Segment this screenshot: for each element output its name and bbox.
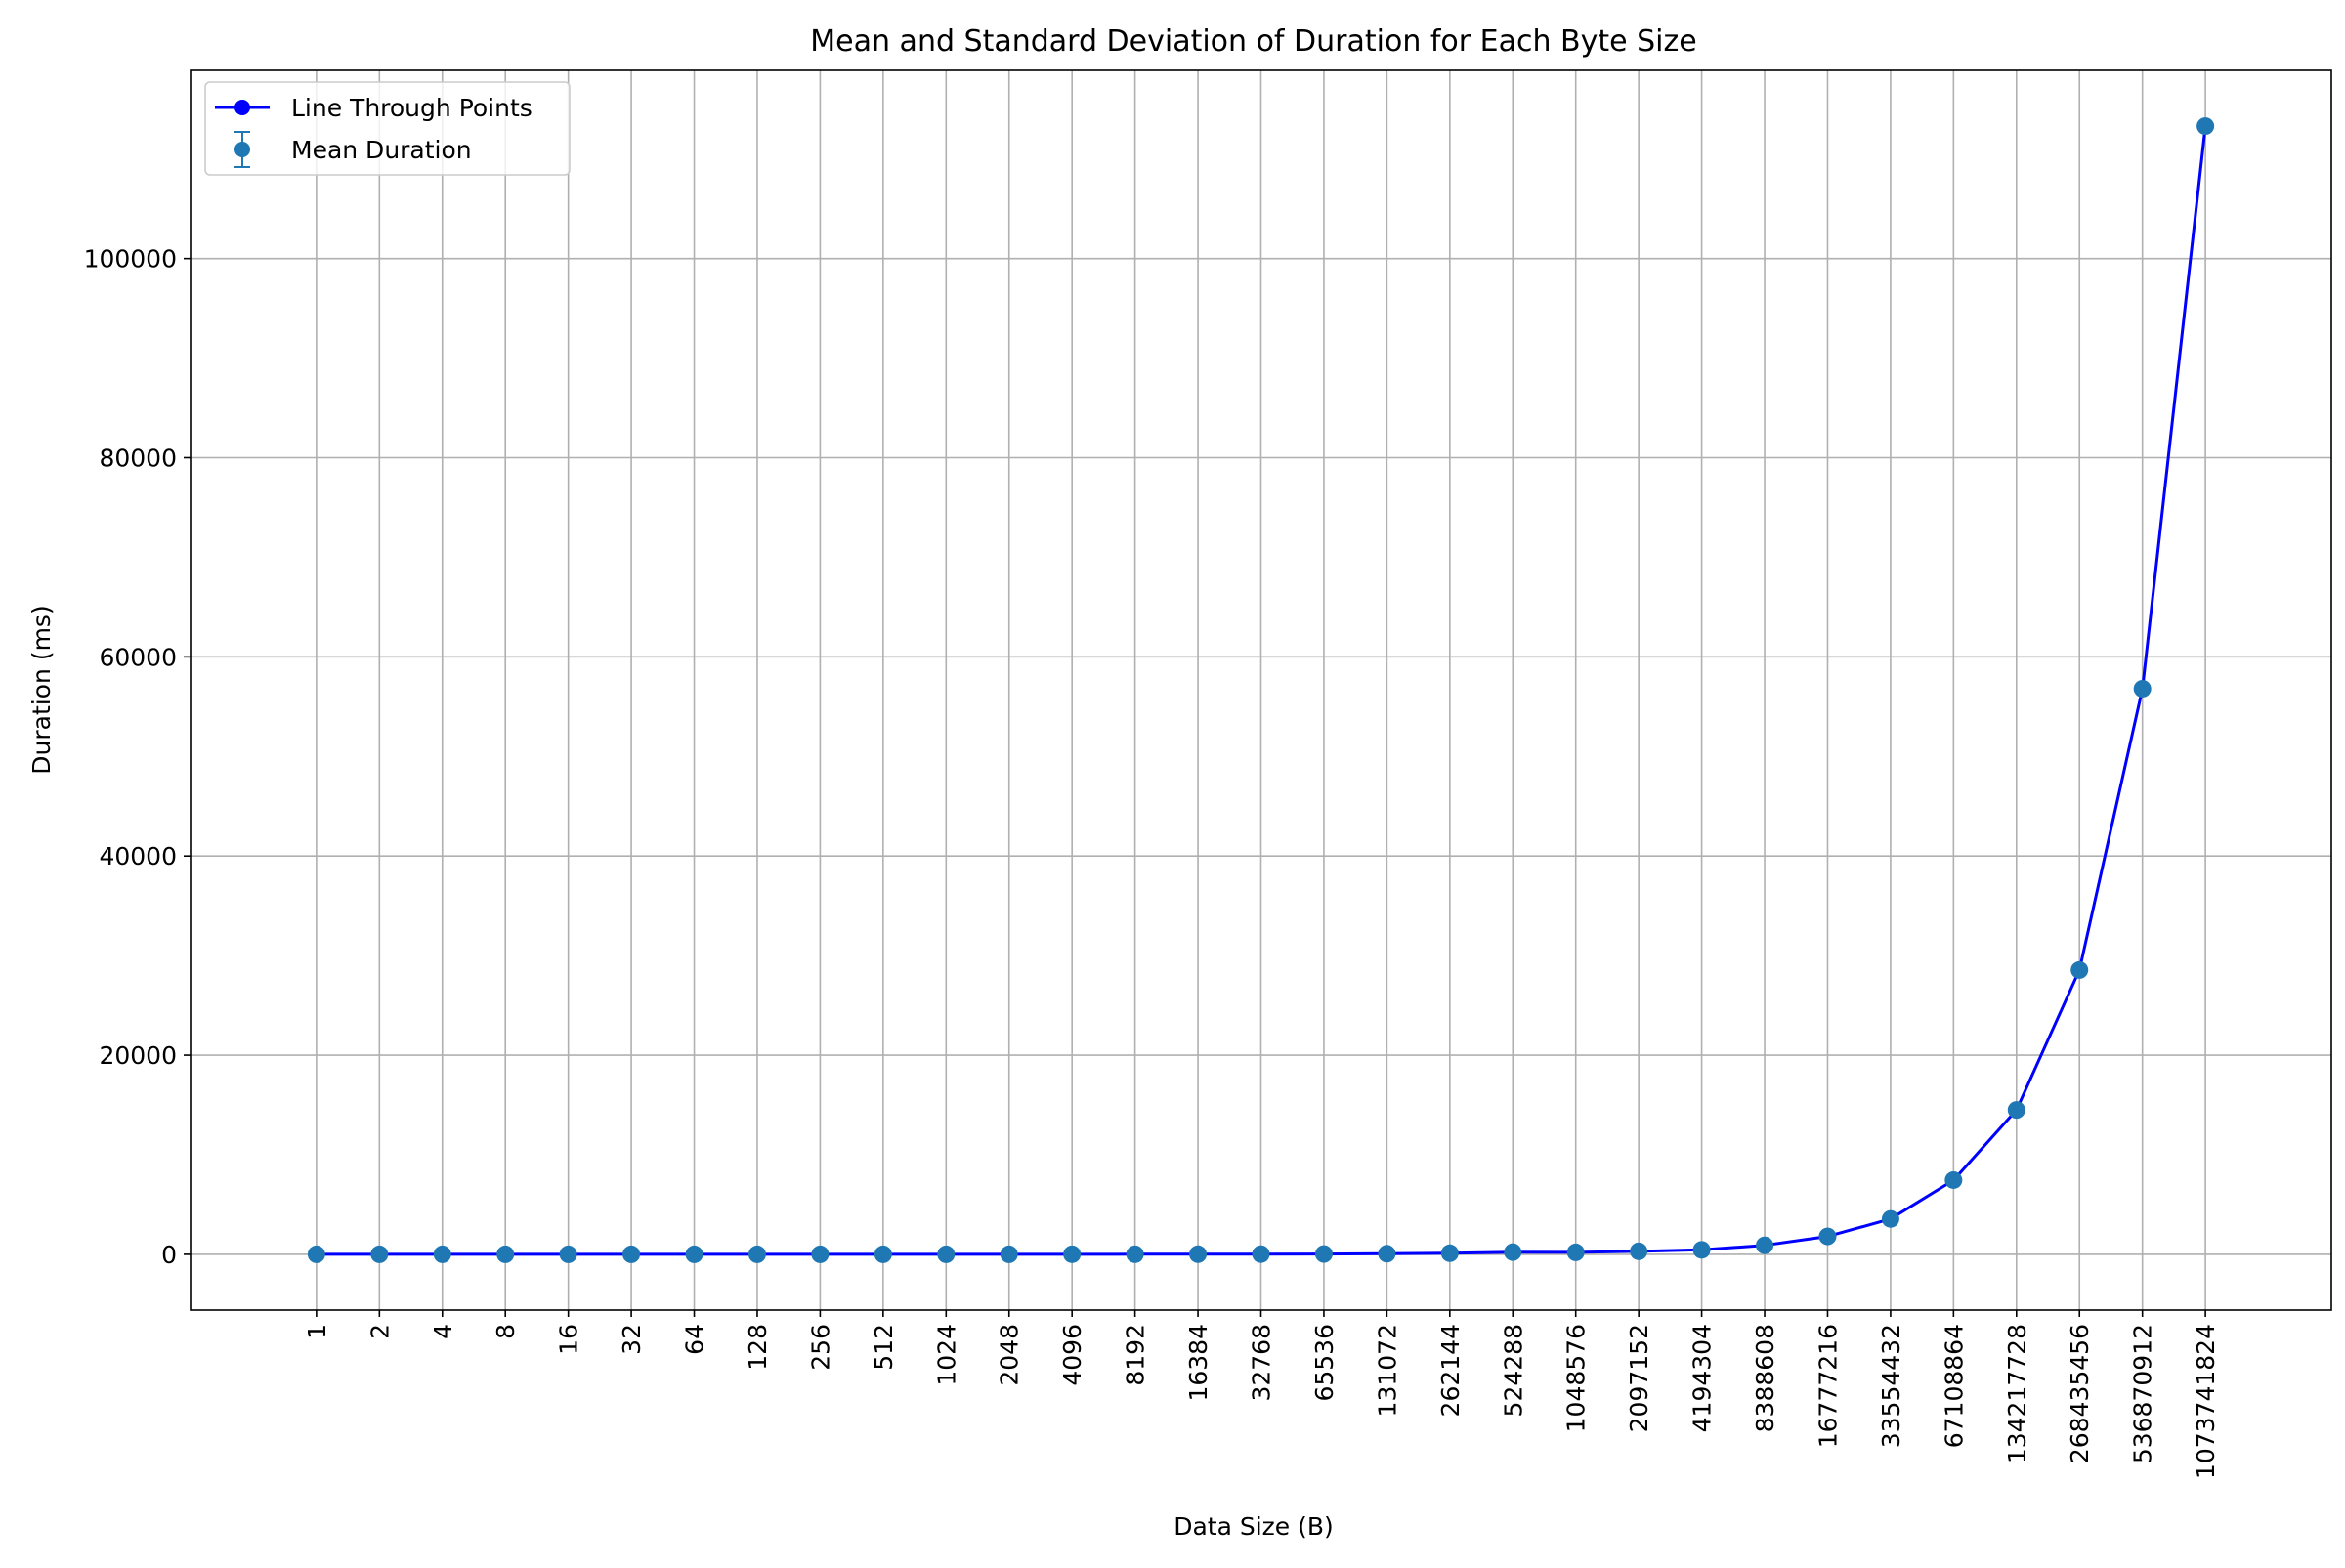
mean-point [1063, 1245, 1082, 1263]
y-tick-label: 80000 [99, 444, 177, 472]
x-tick-label: 32768 [1248, 1324, 1276, 1402]
x-tick-label: 512 [870, 1324, 898, 1371]
mean-point [685, 1245, 704, 1263]
x-tick-label: 1048576 [1562, 1324, 1591, 1432]
mean-point [307, 1245, 325, 1263]
x-tick-label: 256 [806, 1324, 834, 1371]
x-tick-label: 2 [365, 1324, 394, 1339]
y-axis-label: Duration (ms) [27, 605, 56, 774]
x-tick-label: 262144 [1436, 1324, 1465, 1417]
y-tick-label: 0 [161, 1241, 177, 1269]
mean-point [370, 1245, 389, 1263]
legend-entry-errorbar: Mean Duration [234, 131, 472, 168]
mean-point [1440, 1244, 1459, 1262]
y-tick-label: 60000 [99, 643, 177, 671]
x-tick-label: 2048 [996, 1324, 1024, 1386]
x-tick-label: 134217728 [2003, 1324, 2031, 1463]
mean-point [1252, 1245, 1270, 1263]
legend-label-line: Line Through Points [291, 94, 533, 122]
mean-point [811, 1245, 830, 1263]
legend-label-mean: Mean Duration [291, 136, 472, 164]
mean-point [2196, 117, 2215, 136]
mean-point [1126, 1245, 1144, 1263]
x-tick-label: 16777216 [1813, 1324, 1842, 1448]
grid [191, 70, 2331, 1310]
mean-point [1630, 1242, 1648, 1260]
y-axis: 0 20000 40000 60000 80000 100000 [84, 245, 191, 1269]
mean-point [747, 1245, 766, 1263]
mean-point [1692, 1241, 1711, 1259]
mean-point [874, 1245, 892, 1263]
mean-point [1881, 1209, 1899, 1228]
x-tick-label: 4194304 [1688, 1324, 1717, 1432]
chart-title: Mean and Standard Deviation of Duration … [810, 24, 1696, 59]
x-tick-label: 8388608 [1751, 1324, 1779, 1432]
y-tick-label: 100000 [84, 245, 177, 274]
legend-frame [204, 81, 571, 176]
x-tick-label: 1024 [932, 1324, 960, 1386]
x-tick-label: 8192 [1122, 1324, 1150, 1386]
x-tick-label: 536870912 [2129, 1324, 2157, 1463]
x-tick-label: 8 [491, 1324, 520, 1339]
mean-point [1000, 1245, 1018, 1263]
y-tick-label: 40000 [99, 842, 177, 870]
series [307, 117, 2215, 1263]
x-tick-label: 1073741824 [2192, 1324, 2220, 1479]
mean-point [2133, 679, 2152, 698]
x-tick-label: 32 [618, 1324, 646, 1355]
x-tick-label: 1 [303, 1324, 331, 1339]
x-tick-label: 67108864 [1940, 1324, 1968, 1448]
mean-point [1566, 1243, 1585, 1261]
x-tick-label: 16384 [1184, 1324, 1213, 1402]
x-tick-label: 4096 [1058, 1324, 1087, 1386]
x-tick-label: 131072 [1373, 1324, 1401, 1417]
x-tick-label: 65536 [1310, 1324, 1339, 1402]
mean-point [496, 1245, 515, 1263]
legend-entry-line: Line Through Points [215, 94, 533, 122]
legend-line-marker [234, 100, 250, 115]
x-tick-label: 128 [744, 1324, 772, 1371]
legend-errorbar-marker [234, 142, 250, 157]
mean-point [1378, 1245, 1396, 1263]
mean-point [1818, 1227, 1837, 1246]
mean-point [1504, 1243, 1522, 1261]
mean-point [1189, 1245, 1208, 1263]
x-tick-label: 2097152 [1625, 1324, 1653, 1432]
x-axis-label: Data Size (B) [1173, 1512, 1334, 1541]
x-axis: 1 2 4 8 16 32 64 128 256 512 1024 2048 4096 8192 16384… [303, 1310, 2220, 1479]
mean-point [559, 1245, 577, 1263]
y-tick-label: 20000 [99, 1041, 177, 1070]
mean-point [1944, 1170, 1963, 1189]
mean-point [433, 1245, 451, 1263]
mean-point [1756, 1236, 1774, 1254]
x-tick-label: 16 [555, 1324, 583, 1355]
mean-point [1314, 1245, 1333, 1263]
x-tick-label: 268435456 [2066, 1324, 2094, 1463]
x-tick-label: 4 [429, 1324, 457, 1339]
mean-point [622, 1245, 641, 1263]
mean-point [937, 1245, 956, 1263]
mean-point [2007, 1101, 2025, 1120]
x-tick-label: 33554432 [1877, 1324, 1905, 1448]
x-tick-label: 64 [681, 1324, 709, 1355]
x-tick-label: 524288 [1499, 1324, 1527, 1417]
legend: Line Through Points Mean Duration [204, 81, 571, 176]
mean-point [2070, 960, 2089, 979]
